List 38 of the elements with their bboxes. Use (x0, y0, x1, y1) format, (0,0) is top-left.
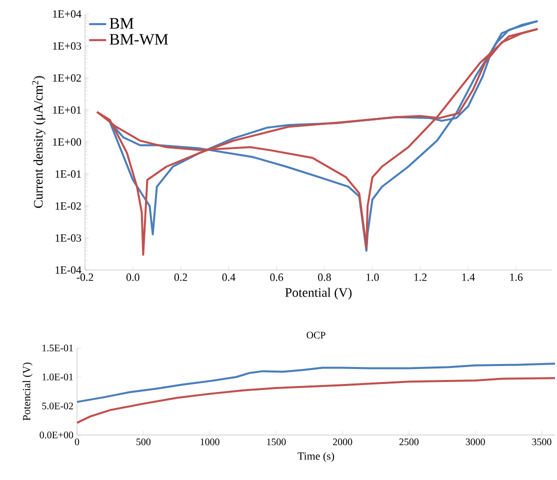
y-tick-label: 1E+03 (53, 42, 82, 50)
x-tick-label: 3500 (532, 438, 552, 446)
x-tick-label: 0.0 (126, 274, 140, 281)
x-tick-label: 500 (136, 438, 150, 446)
x-axis-title: Potential (V) (285, 288, 352, 300)
y-tick-label: 1E-01 (56, 170, 81, 178)
y-tick-label: 1E-02 (56, 202, 81, 210)
x-tick-label: 2000 (333, 438, 352, 446)
x-tick-label: 0.8 (318, 274, 331, 281)
x-tick-label: 0.6 (270, 274, 284, 281)
x-tick-label: -0.2 (76, 274, 94, 281)
y-tick-label: 5.0E-02 (42, 402, 73, 410)
x-tick-label: 1.0 (366, 274, 379, 281)
x-tick-label: 1500 (267, 438, 286, 446)
x-tick-label: 0 (74, 438, 80, 446)
y-tick-label: 0.0E+00 (40, 432, 74, 438)
x-tick-label: 0.2 (174, 274, 188, 281)
x-tick-label: 1.4 (462, 274, 475, 281)
legend-label: BM (110, 18, 134, 29)
y-tick-label: 1E+04 (53, 10, 82, 18)
y-axis-title: Current density (μA/cm$^{2}$) (32, 76, 46, 208)
x-tick-label: 1.2 (414, 274, 427, 281)
y-tick-label: 1E-04 (56, 266, 82, 274)
x-tick-label: 0.4 (222, 274, 236, 281)
y-axis-title: Potencial (V) (22, 362, 33, 421)
chart-title: OCP (306, 332, 326, 338)
y-tick-label: 1.5E-01 (42, 344, 73, 352)
x-axis-title: Time (s) (298, 452, 334, 462)
y-tick-label: 1.0E-01 (42, 374, 73, 380)
y-tick-label: 1E+01 (53, 106, 81, 114)
y-tick-label: 1E+02 (53, 74, 81, 82)
x-tick-label: 3000 (466, 438, 485, 446)
y-tick-label: 1E+00 (53, 138, 82, 146)
x-tick-label: 1000 (200, 438, 220, 446)
legend-label: BM-WM (110, 34, 168, 45)
x-tick-label: 2500 (399, 438, 419, 446)
x-tick-label: 1.6 (510, 274, 523, 281)
y-tick-label: 1E-03 (56, 234, 82, 242)
